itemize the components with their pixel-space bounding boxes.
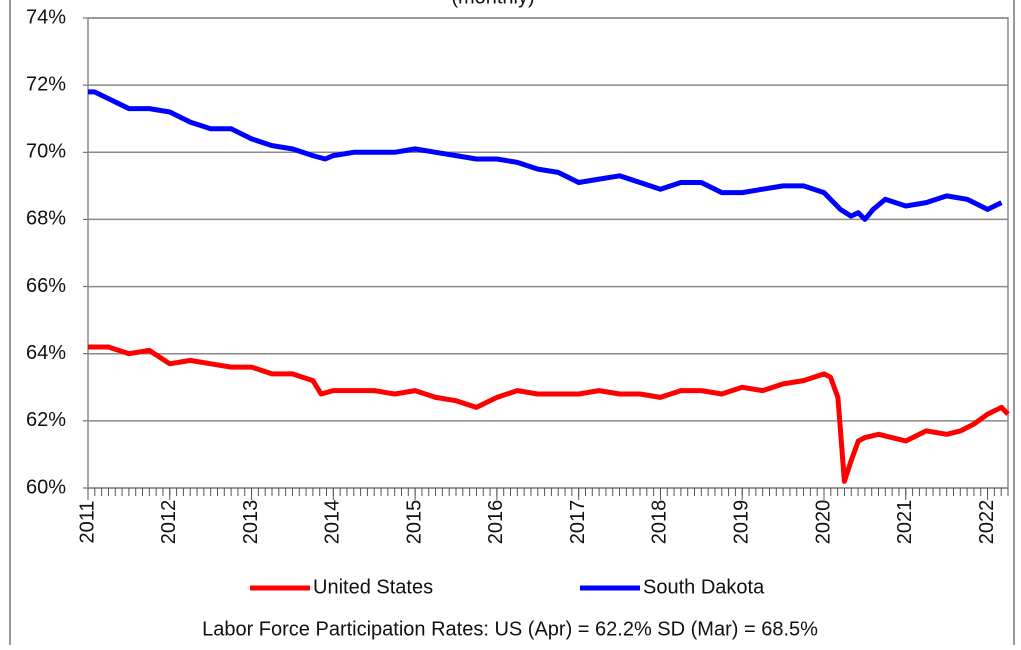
y-tick-label: 64% [26,342,66,364]
x-tick-label: 2014 [322,500,344,545]
series-line [88,344,1010,484]
x-tick-label: 2011 [76,500,98,543]
footnote: Labor Force Participation Rates: US (Apr… [202,618,818,640]
x-tick-label: 2016 [485,500,507,544]
x-tick-label: 2013 [240,500,262,545]
x-tick-label: 2015 [403,500,425,545]
x-tick-label: 2021 [894,500,916,545]
chart-title: (monthly) [451,0,534,8]
y-tick-label: 62% [26,409,66,431]
x-tick-label: 2022 [976,500,998,545]
plot-border [87,17,1009,489]
y-tick-label: 66% [26,275,66,297]
y-tick-label: 74% [26,6,66,28]
x-tick-label: 2017 [567,500,589,545]
legend-label: South Dakota [643,576,765,598]
series-line [88,89,1003,222]
y-tick-label: 72% [26,73,66,95]
y-tick-label: 70% [26,141,66,163]
x-tick-label: 2020 [812,500,834,545]
legend-label: United States [313,576,433,598]
x-tick-label: 2019 [731,500,753,545]
y-tick-label: 60% [26,476,66,498]
x-tick-label: 2018 [649,500,671,545]
x-tick-label: 2012 [158,500,180,545]
y-tick-label: 68% [26,208,66,230]
